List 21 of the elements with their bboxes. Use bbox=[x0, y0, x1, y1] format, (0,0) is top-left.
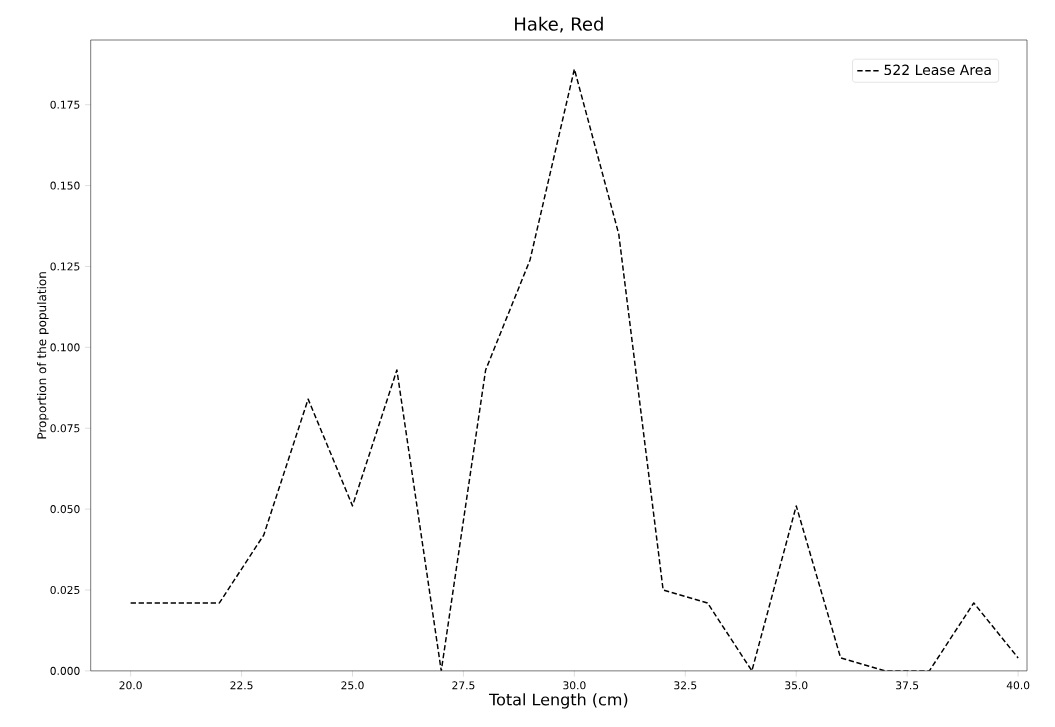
legend-label: 522 Lease Area bbox=[884, 64, 991, 76]
x-tick-label: 25.0 bbox=[341, 681, 364, 690]
x-axis-title: Total Length (cm) bbox=[488, 693, 628, 709]
chart-title: Hake, Red bbox=[515, 16, 603, 33]
y-tick-label: 0.050 bbox=[50, 505, 80, 514]
x-tick-label: 20.0 bbox=[119, 681, 142, 690]
x-tick-label: 32.5 bbox=[674, 681, 697, 690]
y-tick-label: 0.075 bbox=[50, 424, 80, 433]
y-tick-label: 0.100 bbox=[50, 343, 80, 352]
x-tick-label: 37.5 bbox=[896, 681, 919, 690]
x-tick-label: 40.0 bbox=[1006, 681, 1030, 690]
y-tick-label: 0.125 bbox=[50, 262, 80, 271]
x-tick-label: 22.5 bbox=[230, 681, 253, 690]
x-tick-label: 27.5 bbox=[452, 681, 475, 690]
x-tick-label: 30.0 bbox=[563, 681, 586, 690]
x-tick-label: 35.0 bbox=[785, 681, 808, 690]
y-axis-title: Proportion of the population bbox=[36, 272, 49, 439]
y-tick-label: 0.175 bbox=[50, 100, 80, 109]
y-tick-label: 0.025 bbox=[50, 585, 80, 595]
y-tick-label: 0.000 bbox=[50, 666, 80, 675]
y-tick-label: 0.150 bbox=[50, 181, 80, 190]
